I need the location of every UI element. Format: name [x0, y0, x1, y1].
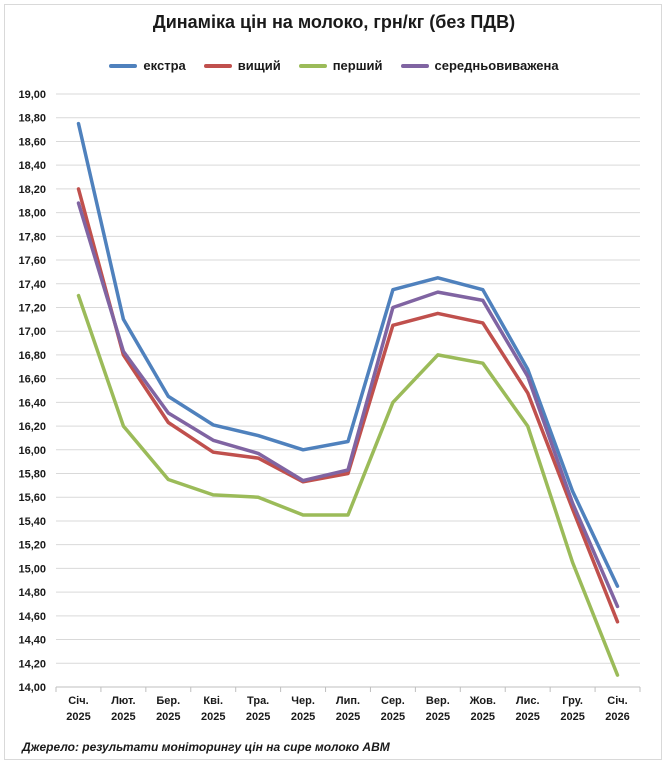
- legend-item-ekstra[interactable]: екстра: [109, 58, 186, 73]
- y-tick-label: 17,40: [18, 279, 46, 291]
- legend-swatch-vyshchyi: [203, 63, 232, 68]
- x-tick-label-month: Бер.: [156, 695, 180, 707]
- series-line-pershyi: [76, 293, 620, 677]
- y-tick-label: 18,80: [18, 113, 46, 125]
- x-tick-label-month: Лют.: [111, 695, 135, 707]
- legend-label-pershyi: перший: [332, 58, 383, 73]
- x-tick-label-month: Чер.: [291, 695, 315, 707]
- y-tick-label: 17,80: [18, 231, 46, 243]
- x-tick-label-month: Гру.: [562, 695, 583, 707]
- y-tick-label: 16,80: [18, 350, 46, 362]
- y-tick-label: 17,00: [18, 326, 46, 338]
- y-tick-label: 15,60: [18, 492, 46, 504]
- legend-item-serednovyvazhena[interactable]: середньовиважена: [400, 58, 559, 73]
- legend-item-pershyi[interactable]: перший: [298, 58, 383, 73]
- legend: екстра вищий перший середньовиважена: [0, 58, 668, 73]
- legend-swatch-ekstra: [109, 63, 138, 68]
- y-tick-label: 15,20: [18, 540, 46, 552]
- y-tick-label: 16,00: [18, 445, 46, 457]
- x-tick-label-year: 2025: [291, 711, 315, 723]
- y-tick-label: 18,40: [18, 160, 46, 172]
- x-tick-label-month: Лис.: [516, 695, 540, 707]
- legend-item-vyshchyi[interactable]: вищий: [203, 58, 281, 73]
- y-tick-label: 18,00: [18, 208, 46, 220]
- legend-label-ekstra: екстра: [143, 58, 186, 73]
- series-line-serednovyvazhena: [76, 201, 620, 609]
- x-tick-label-month: Жов.: [469, 695, 496, 707]
- y-tick-label: 14,40: [18, 635, 46, 647]
- x-tick-label-year: 2025: [560, 711, 584, 723]
- y-tick-label: 14,00: [18, 682, 46, 694]
- x-tick-label-year: 2026: [605, 711, 629, 723]
- source-note: Джерело: результати моніторингу цін на с…: [22, 740, 390, 754]
- x-tick-label-year: 2025: [381, 711, 405, 723]
- legend-swatch-serednovyvazhena: [400, 63, 429, 68]
- x-tick-label-month: Січ.: [607, 695, 627, 707]
- x-tick-label-year: 2025: [515, 711, 539, 723]
- y-tick-label: 18,20: [18, 184, 46, 196]
- y-tick-label: 19,00: [18, 89, 46, 101]
- y-tick-label: 14,60: [18, 611, 46, 623]
- legend-label-serednovyvazhena: середньовиважена: [434, 58, 559, 73]
- y-tick-label: 15,80: [18, 469, 46, 481]
- x-tick-label-year: 2025: [426, 711, 450, 723]
- y-tick-label: 15,40: [18, 516, 46, 528]
- x-tick-label-year: 2025: [66, 711, 90, 723]
- series-line-vyshchyi: [76, 187, 620, 624]
- x-tick-label-year: 2025: [111, 711, 135, 723]
- y-tick-label: 16,20: [18, 421, 46, 433]
- x-tick-label-year: 2025: [471, 711, 495, 723]
- x-tick-label-year: 2025: [336, 711, 360, 723]
- x-tick-label-month: Січ.: [68, 695, 88, 707]
- y-tick-label: 15,00: [18, 563, 46, 575]
- y-tick-label: 17,60: [18, 255, 46, 267]
- x-tick-label-month: Вер.: [426, 695, 450, 707]
- x-tick-label-month: Сер.: [381, 695, 405, 707]
- y-tick-label: 16,60: [18, 374, 46, 386]
- legend-label-vyshchyi: вищий: [237, 58, 281, 73]
- x-tick-label-year: 2025: [156, 711, 180, 723]
- x-tick-label-year: 2025: [201, 711, 225, 723]
- x-tick-label-month: Тра.: [247, 695, 269, 707]
- y-tick-label: 17,20: [18, 302, 46, 314]
- x-tick-label-month: Кві.: [203, 695, 223, 707]
- legend-swatch-pershyi: [298, 63, 327, 68]
- y-tick-label: 16,40: [18, 397, 46, 409]
- chart-frame: [4, 4, 662, 760]
- chart-title: Динаміка цін на молоко, грн/кг (без ПДВ): [152, 12, 516, 32]
- y-tick-label: 14,20: [18, 658, 46, 670]
- y-tick-label: 18,60: [18, 136, 46, 148]
- x-tick-label-month: Лип.: [336, 695, 360, 707]
- series-line-ekstra: [76, 121, 620, 588]
- y-tick-label: 14,80: [18, 587, 46, 599]
- x-tick-label-year: 2025: [246, 711, 270, 723]
